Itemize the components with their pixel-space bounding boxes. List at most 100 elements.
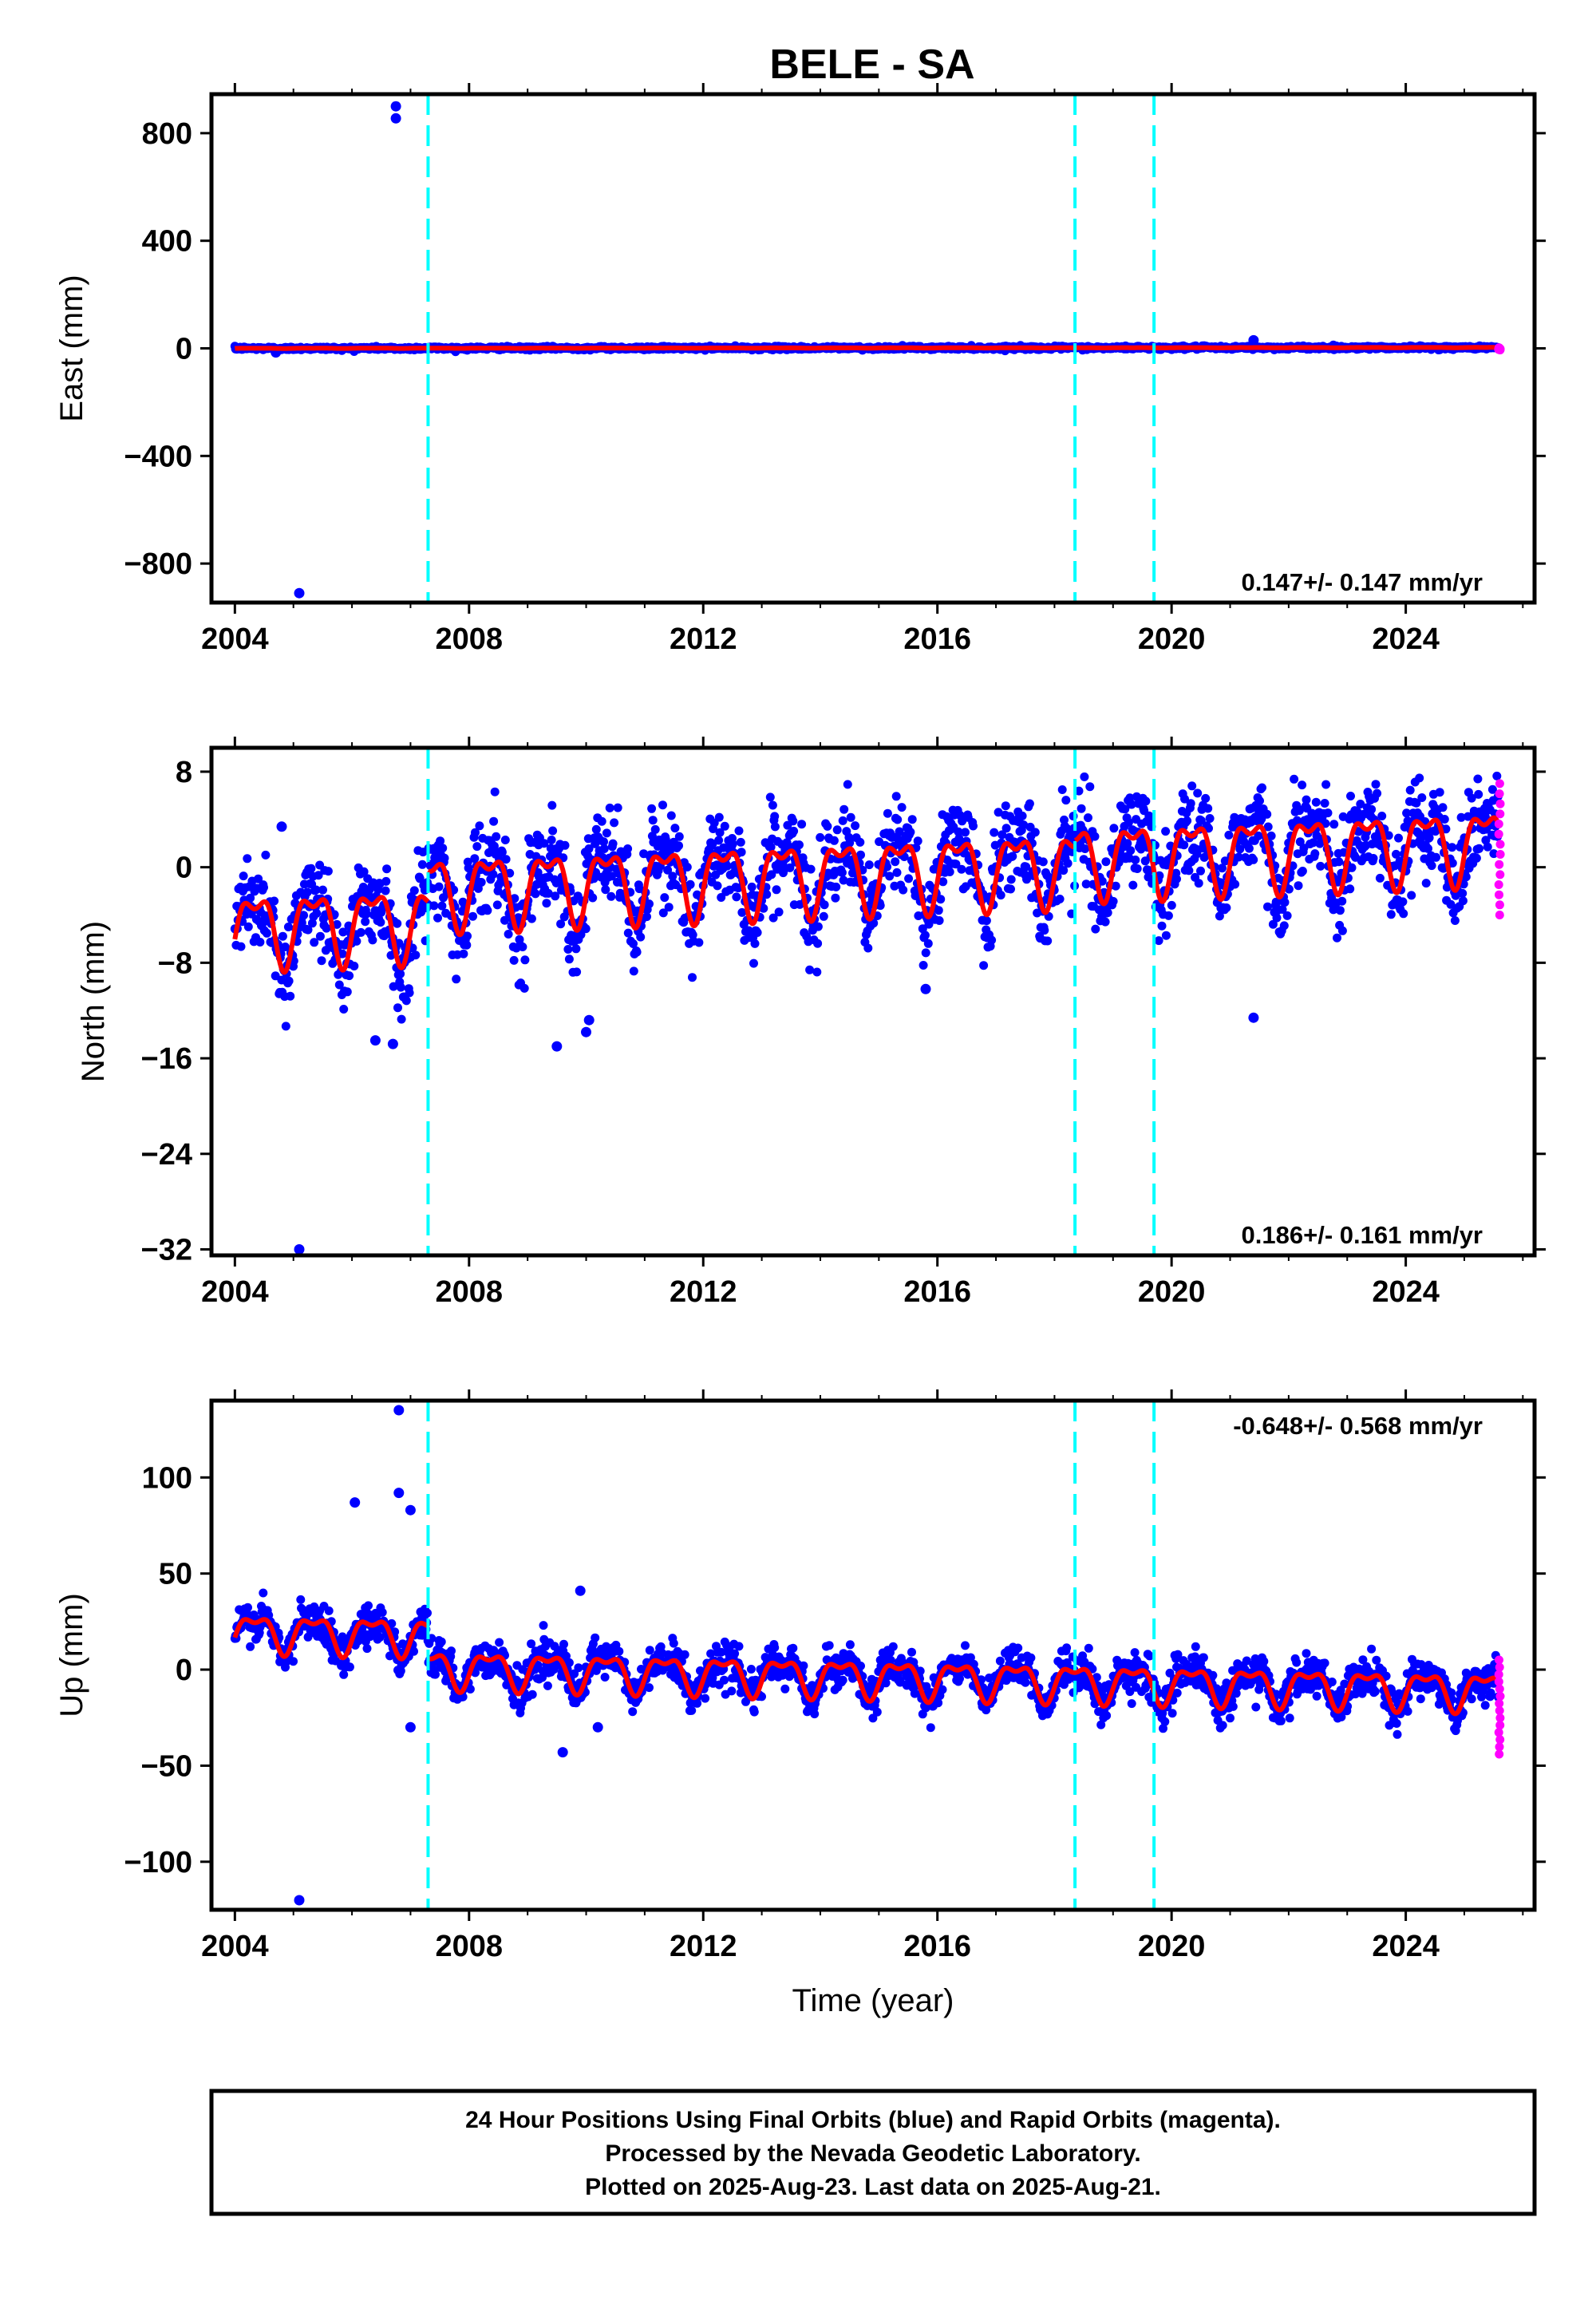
x-tick-label: 2024	[1372, 1275, 1440, 1309]
data-point	[1386, 910, 1396, 919]
north-panel: 2004 2008 2012 2016 2020 2024−32−24−16−808Nor…	[76, 737, 1546, 1309]
data-point	[345, 971, 354, 981]
data-point	[805, 965, 815, 974]
data-point	[361, 909, 371, 919]
data-point	[1335, 906, 1345, 915]
data-point	[1154, 936, 1163, 946]
data-point	[628, 1707, 638, 1717]
y-tick-label: 0	[176, 852, 192, 885]
data-point	[415, 874, 425, 883]
data-point	[737, 848, 746, 857]
data-point	[839, 804, 849, 814]
data-point	[685, 879, 695, 889]
data-point	[1193, 788, 1203, 798]
data-point	[1131, 856, 1140, 864]
data-point	[934, 906, 943, 915]
data-point	[1201, 793, 1211, 803]
x-tick-label: 2012	[670, 622, 737, 656]
data-point	[1417, 793, 1427, 802]
data-point	[531, 889, 540, 899]
data-point	[560, 840, 570, 850]
data-point	[1163, 911, 1173, 920]
data-point	[488, 870, 498, 879]
data-point	[747, 882, 757, 891]
data-point	[688, 973, 697, 982]
data-point	[495, 1638, 504, 1647]
data-point	[239, 871, 248, 881]
north-y-axis-label: North (mm)	[76, 921, 111, 1082]
data-point	[843, 780, 852, 789]
data-point	[1373, 788, 1382, 798]
data-point	[437, 901, 447, 911]
data-point	[1161, 827, 1171, 836]
data-point	[563, 945, 573, 954]
data-point	[845, 838, 855, 848]
x-tick-label: 2016	[903, 1275, 971, 1309]
y-tick-label: −400	[124, 440, 192, 473]
data-point	[368, 935, 377, 945]
data-point	[785, 863, 795, 872]
data-point	[891, 857, 900, 867]
data-point	[1316, 861, 1325, 871]
data-point	[1109, 824, 1119, 833]
data-point	[1132, 864, 1142, 873]
y-tick-label: −32	[141, 1234, 192, 1267]
data-point	[613, 803, 622, 812]
data-point	[433, 913, 442, 923]
data-point	[658, 908, 668, 918]
data-point	[668, 871, 678, 881]
data-point	[831, 893, 840, 903]
data-point	[813, 939, 823, 948]
data-point	[789, 826, 799, 836]
data-point	[938, 877, 948, 887]
data-point	[1001, 801, 1010, 811]
data-point	[728, 839, 737, 848]
data-point	[1371, 780, 1381, 789]
data-point	[732, 892, 741, 902]
data-point	[571, 944, 581, 954]
data-point	[666, 811, 676, 820]
data-point	[599, 844, 609, 853]
data-point	[1080, 772, 1089, 781]
data-point	[906, 828, 915, 837]
data-point	[551, 878, 561, 887]
data-point	[574, 1663, 583, 1673]
north-velocity-label: 0.186+/- 0.161 mm/yr	[1242, 1221, 1483, 1249]
data-point	[1157, 921, 1167, 931]
data-point	[1091, 924, 1100, 934]
north-final-orbit-points	[230, 771, 1503, 1031]
data-point	[1161, 931, 1171, 940]
data-point	[648, 816, 658, 825]
data-point	[475, 821, 484, 831]
outlier-point	[551, 1041, 563, 1052]
data-point	[472, 842, 482, 852]
data-point	[262, 928, 271, 938]
data-point	[296, 1595, 306, 1604]
data-point	[954, 827, 963, 836]
data-point	[303, 925, 313, 935]
data-point	[315, 931, 325, 941]
data-point	[1367, 804, 1377, 814]
x-tick-label: 2008	[436, 622, 504, 656]
data-point	[1172, 874, 1181, 883]
data-point	[281, 943, 290, 951]
data-point	[714, 836, 724, 845]
data-point	[893, 815, 903, 824]
data-point	[996, 891, 1005, 900]
x-tick-label: 2020	[1138, 1275, 1206, 1309]
data-point	[243, 854, 252, 864]
outlier-point	[294, 1244, 305, 1255]
data-point	[281, 1022, 290, 1031]
data-point	[907, 815, 917, 824]
data-point	[1298, 781, 1307, 790]
data-point	[768, 800, 777, 810]
data-point	[885, 871, 895, 881]
rapid-data-point	[1495, 860, 1504, 869]
data-point	[770, 822, 780, 832]
data-point	[720, 821, 729, 831]
data-point	[1183, 816, 1192, 825]
up-panel: 2004 2008 2012 2016 2020 2024−100−50050100Up …	[54, 1389, 1546, 2018]
data-point	[875, 901, 885, 911]
data-point	[610, 818, 619, 828]
data-point	[1196, 866, 1205, 875]
